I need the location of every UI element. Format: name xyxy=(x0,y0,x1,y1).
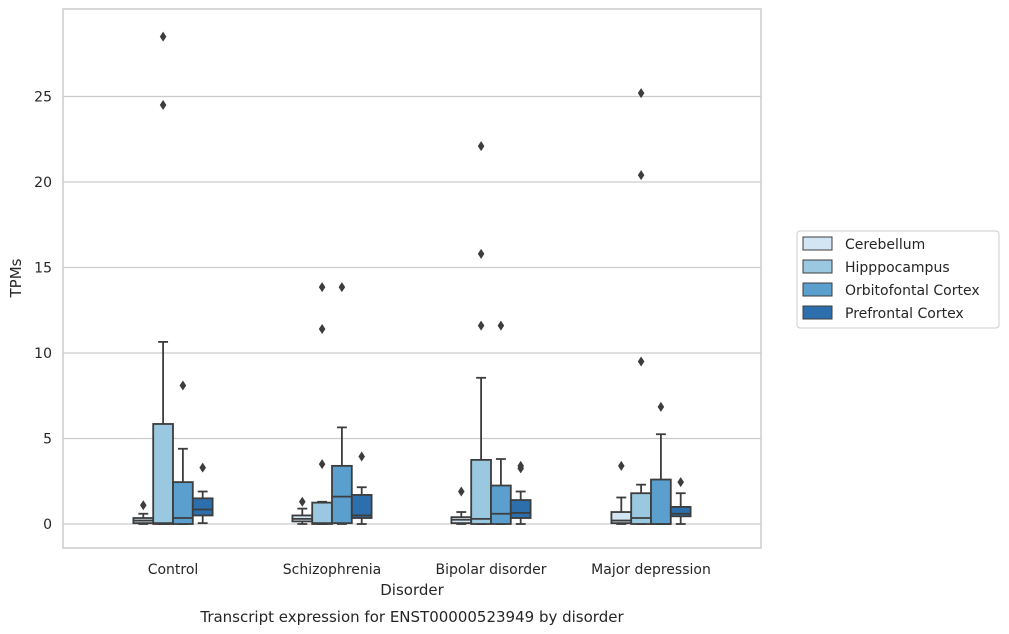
box-iqr xyxy=(191,497,214,517)
outlier-point xyxy=(358,451,365,462)
y-tick-label: 15 xyxy=(34,261,52,277)
box-iqr xyxy=(650,478,672,525)
legend-swatch xyxy=(802,282,833,297)
legend-label: Orbitofontal Cortex xyxy=(845,283,980,299)
outlier-point xyxy=(159,100,167,111)
outlier-point xyxy=(199,462,206,473)
outlier-point xyxy=(477,248,485,259)
outlier-point xyxy=(477,320,485,331)
boxes xyxy=(132,31,692,525)
y-axis-label: TPMs xyxy=(7,258,25,298)
legend-label: Prefrontal Cortex xyxy=(845,306,964,322)
box-prefrontal-cortex-0 xyxy=(191,462,214,525)
box-hipppocampus-0 xyxy=(152,31,174,525)
y-tick-label: 5 xyxy=(43,432,52,448)
box-prefrontal-cortex-2 xyxy=(509,460,532,525)
box-iqr xyxy=(630,492,652,525)
outlier-point xyxy=(637,170,645,181)
outlier-point xyxy=(637,356,645,367)
box-orbitofontal-cortex-0 xyxy=(172,380,194,525)
box-iqr xyxy=(490,484,512,525)
x-tick-label: Control xyxy=(148,562,199,578)
outlier-point xyxy=(338,282,346,293)
box-cerebellum-3 xyxy=(610,460,633,525)
box-iqr xyxy=(311,501,333,525)
legend-frame xyxy=(796,230,1000,329)
outlier-point xyxy=(618,460,625,471)
box-prefrontal-cortex-3 xyxy=(669,477,692,525)
outlier-point xyxy=(140,500,147,511)
box-hipppocampus-2 xyxy=(470,141,492,525)
y-tick-label: 20 xyxy=(34,175,52,191)
y-tick-label: 10 xyxy=(34,346,52,362)
x-tick-label: Major depression xyxy=(591,562,711,578)
legend-swatch xyxy=(802,259,833,274)
outlier-point xyxy=(637,88,645,99)
y-axis-ticks: 0 5 10 15 20 25 xyxy=(34,90,52,534)
box-iqr xyxy=(669,505,692,518)
outlier-point xyxy=(458,486,465,497)
chart-caption: Transcript expression for ENST0000052394… xyxy=(199,608,624,626)
legend-swatch xyxy=(802,305,833,320)
outlier-point xyxy=(318,459,326,470)
box-cerebellum-1 xyxy=(291,496,314,525)
box-iqr xyxy=(331,464,353,525)
legend-label: Cerebellum xyxy=(845,237,925,253)
legend-label: Hipppocampus xyxy=(845,260,950,276)
outlier-point xyxy=(318,282,326,293)
box-iqr xyxy=(152,423,174,525)
box-iqr xyxy=(470,458,492,525)
y-tick-label: 0 xyxy=(43,517,52,533)
box-cerebellum-0 xyxy=(132,500,155,525)
outlier-point xyxy=(159,31,167,42)
box-orbitofontal-cortex-3 xyxy=(650,401,672,525)
legend-swatch xyxy=(802,236,833,251)
x-tick-label: Bipolar disorder xyxy=(435,562,546,578)
x-axis-label: Disorder xyxy=(380,581,444,599)
plot-frame xyxy=(62,8,762,549)
box-hipppocampus-3 xyxy=(630,88,652,525)
x-tick-label: Schizophrenia xyxy=(283,562,381,578)
y-tick-label: 25 xyxy=(34,90,52,106)
outlier-point xyxy=(179,380,187,391)
outlier-point xyxy=(318,324,326,335)
box-cerebellum-2 xyxy=(450,486,473,525)
box-hipppocampus-1 xyxy=(311,282,333,525)
outlier-point xyxy=(497,320,505,331)
box-orbitofontal-cortex-1 xyxy=(331,282,353,525)
box-prefrontal-cortex-1 xyxy=(350,451,373,525)
outlier-point xyxy=(657,401,665,412)
box-iqr xyxy=(350,494,373,519)
outlier-point xyxy=(477,141,485,152)
outlier-point xyxy=(517,460,524,471)
box-orbitofontal-cortex-2 xyxy=(490,320,512,525)
outlier-point xyxy=(677,477,684,488)
outlier-point xyxy=(299,496,306,507)
x-axis-ticks: Control Schizophrenia Bipolar disorder Majo… xyxy=(148,562,711,578)
box-iqr xyxy=(509,499,532,519)
legend: Cerebellum Hipppocampus Orbitofontal Corte… xyxy=(796,230,1000,329)
